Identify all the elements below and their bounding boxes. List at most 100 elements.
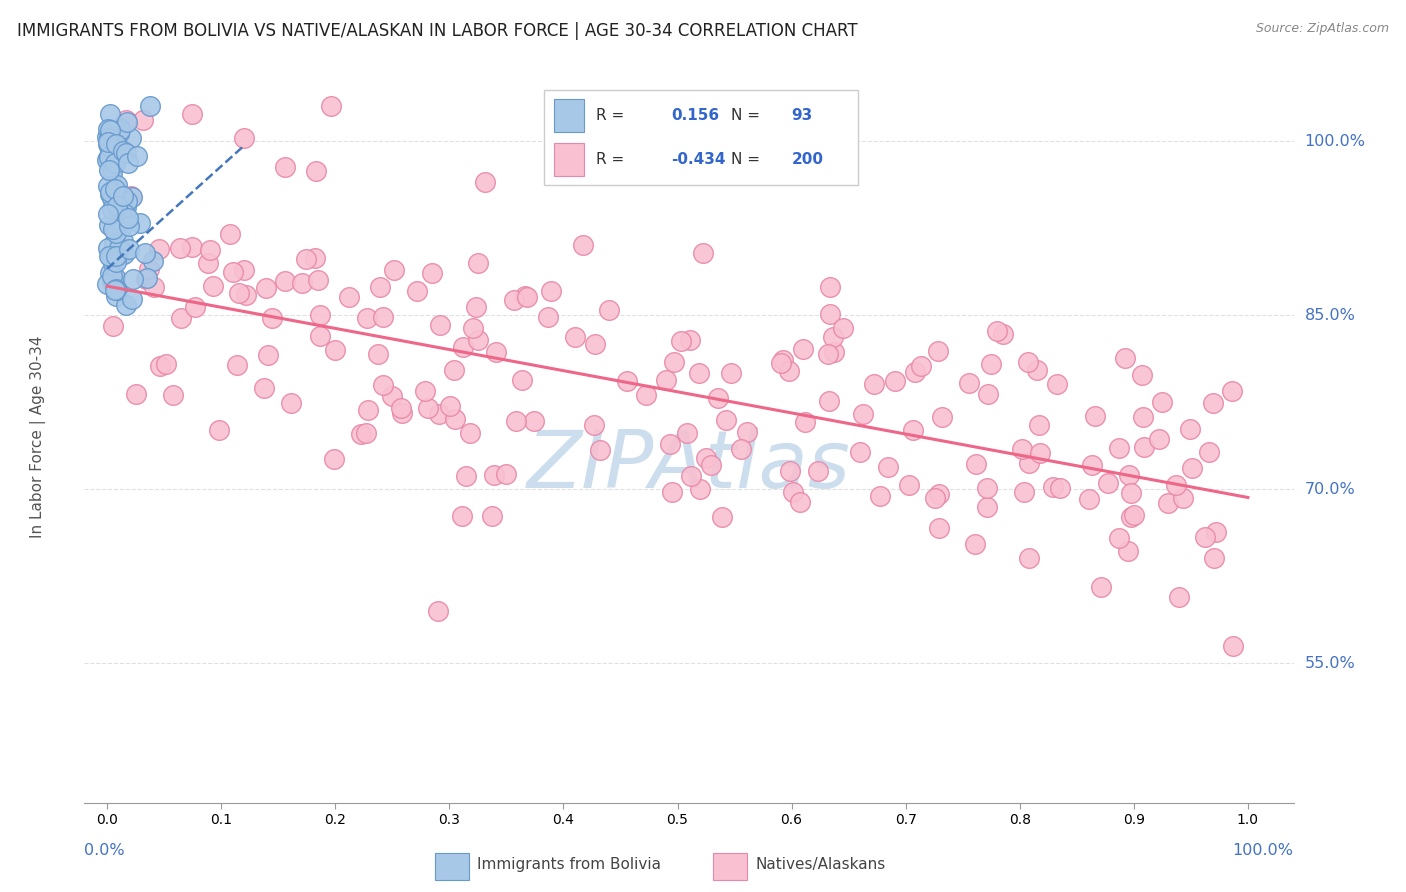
Point (779, 464, 801, 478)
Point (676, 425, 699, 440)
Text: 0.0%: 0.0% (84, 843, 125, 858)
Point (103, 240, 125, 254)
Point (118, 219, 141, 234)
Point (112, 235, 135, 249)
Point (485, 345, 508, 359)
Point (980, 357, 1002, 371)
Point (481, 509, 503, 524)
Point (115, 200, 138, 214)
Point (184, 300, 207, 314)
Point (818, 394, 841, 409)
Point (274, 274, 297, 288)
Point (451, 340, 474, 354)
Point (1108, 442, 1130, 456)
Point (537, 310, 560, 324)
Point (818, 307, 841, 321)
Point (1018, 551, 1040, 566)
Point (98, 249, 121, 263)
Point (121, 293, 143, 307)
Point (792, 342, 814, 356)
Point (122, 272, 145, 286)
Point (863, 376, 886, 391)
Point (98, 187, 121, 202)
Point (105, 283, 128, 297)
Point (730, 442, 752, 457)
Point (443, 363, 465, 377)
Point (105, 178, 128, 193)
Point (103, 270, 125, 285)
Point (1026, 363, 1049, 377)
Point (654, 373, 676, 387)
Point (616, 375, 638, 389)
Point (98, 123, 121, 137)
FancyBboxPatch shape (554, 143, 583, 176)
Point (125, 148, 148, 162)
Point (416, 401, 439, 416)
Point (118, 242, 141, 256)
Point (598, 302, 620, 317)
Point (197, 256, 219, 270)
Point (228, 286, 250, 301)
Point (849, 444, 872, 458)
Point (111, 145, 134, 159)
Point (1133, 440, 1156, 454)
Point (1046, 376, 1069, 391)
Point (1171, 491, 1194, 505)
Text: N =: N = (731, 108, 765, 123)
FancyBboxPatch shape (554, 99, 583, 132)
Point (1116, 544, 1139, 558)
Text: 200: 200 (792, 152, 824, 167)
Point (661, 485, 683, 500)
Point (257, 348, 280, 362)
Point (454, 469, 477, 483)
Point (1017, 355, 1039, 369)
Point (262, 311, 284, 326)
Point (103, 193, 125, 207)
Point (540, 284, 562, 298)
Point (97, 131, 120, 145)
Point (114, 207, 136, 221)
Point (634, 388, 657, 402)
Point (98, 142, 121, 156)
Point (170, 311, 193, 326)
Point (155, 358, 177, 372)
Point (986, 324, 1008, 338)
Point (963, 537, 986, 551)
Text: IMMIGRANTS FROM BOLIVIA VS NATIVE/ALASKAN IN LABOR FORCE | AGE 30-34 CORRELATION: IMMIGRANTS FROM BOLIVIA VS NATIVE/ALASKA… (17, 22, 858, 40)
Point (910, 359, 932, 374)
Point (101, 202, 124, 216)
Point (420, 266, 443, 280)
Point (807, 464, 830, 478)
Point (198, 243, 221, 257)
Point (96, 130, 118, 145)
Point (695, 451, 717, 466)
Point (134, 245, 156, 260)
Point (254, 281, 277, 295)
Point (583, 418, 606, 433)
Point (1157, 496, 1180, 510)
Point (688, 366, 710, 380)
Point (778, 364, 800, 378)
Point (98, 153, 121, 167)
Point (202, 279, 225, 293)
Point (928, 521, 950, 535)
Point (904, 365, 927, 379)
Point (222, 265, 245, 279)
Point (108, 120, 131, 135)
Text: Immigrants from Bolivia: Immigrants from Bolivia (478, 857, 661, 872)
Point (426, 604, 449, 618)
Point (162, 388, 184, 402)
Point (104, 155, 127, 169)
Point (104, 255, 127, 269)
Point (467, 255, 489, 269)
Point (1123, 508, 1146, 522)
Point (139, 99, 162, 113)
Point (832, 321, 855, 335)
Point (384, 263, 406, 277)
Point (429, 318, 451, 333)
Point (1119, 486, 1142, 500)
Point (104, 137, 127, 152)
Point (219, 227, 242, 242)
Point (138, 262, 160, 277)
Point (96, 121, 118, 136)
